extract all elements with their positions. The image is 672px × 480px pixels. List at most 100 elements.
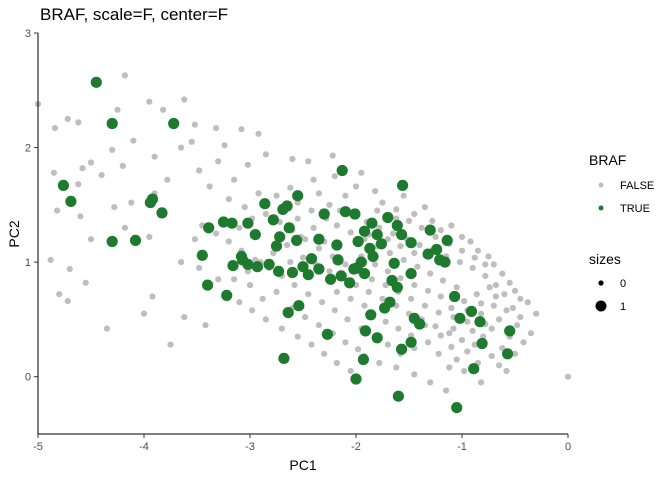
point-false xyxy=(326,268,333,275)
point-false xyxy=(372,188,379,195)
point-false xyxy=(273,288,280,295)
point-true xyxy=(504,325,516,337)
point-false xyxy=(395,325,402,332)
point-true xyxy=(366,217,378,229)
point-true xyxy=(424,224,436,236)
point-false xyxy=(196,264,203,271)
point-false xyxy=(344,316,351,323)
point-false xyxy=(393,364,400,371)
point-false xyxy=(411,249,418,257)
point-true xyxy=(434,254,446,266)
chart-title: BRAF, scale=F, center=F xyxy=(40,5,228,24)
point-false xyxy=(492,293,499,300)
point-true xyxy=(391,219,403,232)
point-false xyxy=(51,125,59,132)
point-true xyxy=(227,260,239,272)
point-true xyxy=(283,222,295,234)
legend: BRAF FALSE TRUE sizes 0 1 xyxy=(589,152,654,313)
point-false xyxy=(533,310,540,317)
legend-size-1-label: 1 xyxy=(620,301,626,313)
point-false xyxy=(384,268,391,275)
legend-true-label: TRUE xyxy=(620,203,650,215)
y-tick-label: 3 xyxy=(25,28,31,40)
point-false xyxy=(305,158,312,165)
point-true xyxy=(431,243,443,256)
point-false xyxy=(236,224,243,231)
point-false xyxy=(87,236,95,243)
point-true xyxy=(249,229,261,241)
point-false xyxy=(315,245,322,252)
point-false xyxy=(386,249,393,257)
point-false xyxy=(376,359,383,367)
point-false xyxy=(289,155,296,163)
point-false xyxy=(461,367,468,375)
point-false xyxy=(273,192,280,199)
point-false xyxy=(75,181,82,188)
point-false xyxy=(453,284,460,291)
point-true xyxy=(335,270,347,282)
point-false xyxy=(474,247,481,254)
point-false xyxy=(400,192,407,199)
point-false xyxy=(87,159,95,166)
point-true xyxy=(293,300,305,312)
point-false xyxy=(405,217,413,224)
point-true xyxy=(451,402,463,414)
point-false xyxy=(56,291,63,298)
point-false xyxy=(427,270,434,277)
point-false xyxy=(458,247,466,254)
point-false xyxy=(503,367,510,375)
point-false xyxy=(326,201,333,208)
point-false xyxy=(342,339,349,346)
legend-false-key xyxy=(598,182,604,188)
point-true xyxy=(297,261,309,273)
point-false xyxy=(372,261,379,268)
point-false xyxy=(347,295,354,302)
point-false xyxy=(291,282,298,289)
point-false xyxy=(181,314,188,321)
point-false xyxy=(501,291,508,298)
point-true xyxy=(465,305,478,317)
point-false xyxy=(446,330,453,337)
point-false xyxy=(506,279,513,286)
point-false xyxy=(333,288,340,295)
point-false xyxy=(308,207,315,214)
point-false xyxy=(511,350,519,357)
point-false xyxy=(64,115,71,122)
point-true xyxy=(358,225,371,237)
point-false xyxy=(215,276,222,283)
y-tick-label: 2 xyxy=(25,143,31,155)
point-false xyxy=(421,204,428,211)
point-true xyxy=(242,258,254,270)
point-false xyxy=(469,327,476,334)
point-false xyxy=(478,379,485,386)
point-false xyxy=(458,233,466,240)
point-false xyxy=(75,119,82,126)
point-false xyxy=(342,192,349,199)
point-false xyxy=(287,259,294,266)
point-false xyxy=(492,282,499,289)
point-false xyxy=(191,121,198,128)
point-true xyxy=(263,258,275,270)
point-true xyxy=(502,348,514,360)
point-false xyxy=(50,169,58,176)
point-true xyxy=(202,279,214,291)
point-false xyxy=(524,299,531,306)
point-false xyxy=(482,261,489,268)
point-false xyxy=(397,275,404,282)
x-tick-label: -2 xyxy=(351,441,361,453)
point-false xyxy=(384,236,391,243)
point-false xyxy=(66,265,73,273)
point-false xyxy=(54,207,61,214)
point-false xyxy=(98,172,105,179)
point-false xyxy=(352,183,360,190)
point-true xyxy=(226,217,238,229)
point-false xyxy=(467,238,474,245)
point-false xyxy=(188,138,195,145)
point-false xyxy=(425,339,432,346)
point-true xyxy=(339,206,351,218)
point-false xyxy=(437,332,444,339)
point-true xyxy=(352,235,364,248)
point-false xyxy=(437,227,444,234)
point-false xyxy=(511,287,519,294)
point-false xyxy=(347,229,354,236)
